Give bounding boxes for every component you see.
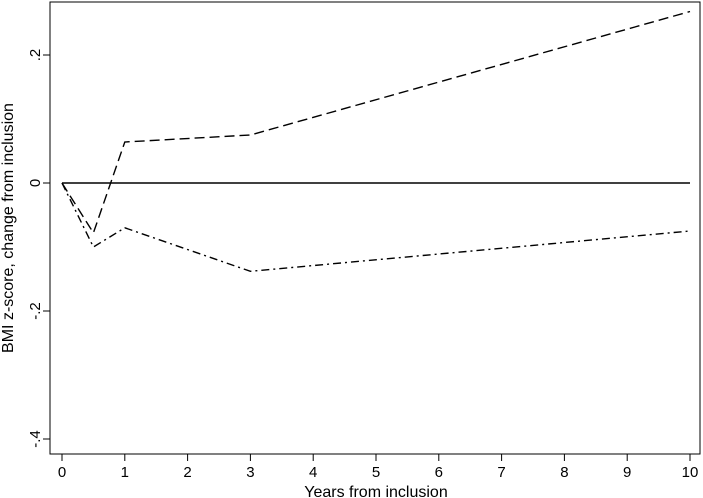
x-tick-label: 4 xyxy=(309,464,317,481)
y-tick-label: -.2 xyxy=(27,302,44,320)
y-tick-label: .2 xyxy=(27,49,44,62)
y-tick-label: -.4 xyxy=(27,430,44,448)
x-tick-label: 6 xyxy=(435,464,443,481)
x-tick-label: 9 xyxy=(623,464,631,481)
y-tick-label: 0 xyxy=(27,179,44,187)
plot-frame xyxy=(49,1,701,455)
x-tick-label: 1 xyxy=(121,464,129,481)
x-tick-label: 5 xyxy=(372,464,380,481)
y-axis-title: BMI z-score, change from inclusion xyxy=(0,103,17,353)
x-tick-label: 7 xyxy=(497,464,505,481)
x-tick-label: 3 xyxy=(246,464,254,481)
y-axis: -.4 -.2 0 .2 xyxy=(27,49,50,448)
x-tick-label: 0 xyxy=(58,464,66,481)
x-axis: 0 1 2 3 4 5 6 7 8 9 10 xyxy=(58,454,699,481)
series-layer xyxy=(61,10,691,273)
x-tick-label: 8 xyxy=(560,464,568,481)
series-line-dashed xyxy=(61,10,691,235)
x-tick-label: 10 xyxy=(682,464,699,481)
x-axis-title: Years from inclusion xyxy=(304,484,447,498)
x-tick-label: 2 xyxy=(183,464,191,481)
series-line-dash-dot xyxy=(61,182,691,273)
